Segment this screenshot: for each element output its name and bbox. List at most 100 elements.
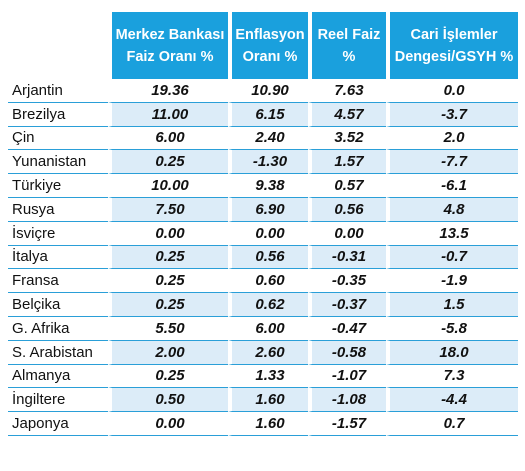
current-account-cell: -4.4	[386, 388, 518, 413]
current-account-cell: 13.5	[386, 221, 518, 246]
real-interest-cell: -0.35	[308, 269, 386, 294]
table-row: G. Afrika 5.50 6.00 -0.47 -5.8	[8, 316, 518, 341]
table-row: İngiltere 0.50 1.60 -1.08 -4.4	[8, 388, 518, 413]
central-bank-rate-cell: 0.00	[108, 221, 228, 246]
current-account-cell: -3.7	[386, 102, 518, 127]
header-central-bank-rate: Merkez Bankası Faiz Oranı %	[108, 12, 228, 79]
real-interest-cell: -1.07	[308, 364, 386, 389]
current-account-cell: -0.7	[386, 245, 518, 270]
central-bank-rate-cell: 0.00	[108, 412, 228, 436]
current-account-cell: 4.8	[386, 197, 518, 222]
country-cell: İsviçre	[8, 222, 108, 246]
country-cell: Brezilya	[8, 103, 108, 127]
real-interest-cell: 0.00	[308, 221, 386, 246]
header-row: Merkez Bankası Faiz Oranı % Enflasyon Or…	[8, 12, 518, 79]
inflation-rate-cell: 1.60	[228, 388, 308, 413]
real-interest-cell: -1.08	[308, 388, 386, 413]
inflation-rate-cell: 6.90	[228, 197, 308, 222]
table-row: İsviçre 0.00 0.00 0.00 13.5	[8, 221, 518, 246]
real-interest-cell: -0.58	[308, 340, 386, 365]
table-row: Arjantin 19.36 10.90 7.63 0.0	[8, 79, 518, 103]
table-row: Yunanistan 0.25 -1.30 1.57 -7.7	[8, 150, 518, 175]
inflation-rate-cell: -1.30	[228, 150, 308, 175]
current-account-cell: -7.7	[386, 150, 518, 175]
table-row: Fransa 0.25 0.60 -0.35 -1.9	[8, 269, 518, 294]
current-account-cell: 0.0	[386, 79, 518, 103]
country-cell: İngiltere	[8, 388, 108, 413]
central-bank-rate-cell: 0.25	[108, 245, 228, 270]
central-bank-rate-cell: 0.25	[108, 364, 228, 389]
inflation-rate-cell: 6.15	[228, 102, 308, 127]
central-bank-rate-cell: 5.50	[108, 316, 228, 341]
table-row: Çin 6.00 2.40 3.52 2.0	[8, 126, 518, 151]
inflation-rate-cell: 0.62	[228, 293, 308, 317]
real-interest-cell: 0.57	[308, 174, 386, 198]
current-account-cell: 7.3	[386, 364, 518, 389]
country-cell: S. Arabistan	[8, 341, 108, 365]
current-account-cell: 1.5	[386, 293, 518, 317]
real-interest-cell: -0.31	[308, 245, 386, 270]
inflation-rate-cell: 0.60	[228, 269, 308, 294]
country-cell: G. Afrika	[8, 317, 108, 341]
inflation-rate-cell: 2.40	[228, 126, 308, 151]
real-interest-cell: 3.52	[308, 126, 386, 151]
current-account-cell: -5.8	[386, 316, 518, 341]
real-interest-cell: -1.57	[308, 412, 386, 436]
header-real-interest: Reel Faiz %	[308, 12, 386, 79]
header-inflation-rate: Enflasyon Oranı %	[228, 12, 308, 79]
central-bank-rate-cell: 0.25	[108, 150, 228, 175]
central-bank-rate-cell: 11.00	[108, 102, 228, 127]
country-cell: Almanya	[8, 365, 108, 389]
header-current-account: Cari İşlemler Dengesi/GSYH %	[386, 12, 518, 79]
current-account-cell: 0.7	[386, 412, 518, 436]
country-cell: Belçika	[8, 293, 108, 317]
inflation-rate-cell: 0.56	[228, 245, 308, 270]
table-row: Almanya 0.25 1.33 -1.07 7.3	[8, 364, 518, 389]
country-cell: Yunanistan	[8, 150, 108, 175]
table-row: Belçika 0.25 0.62 -0.37 1.5	[8, 293, 518, 317]
table-body: Arjantin 19.36 10.90 7.63 0.0 Brezilya 11.00 6.…	[8, 79, 518, 436]
table-row: İtalya 0.25 0.56 -0.31 -0.7	[8, 245, 518, 270]
inflation-rate-cell: 1.60	[228, 412, 308, 436]
central-bank-rate-cell: 0.50	[108, 388, 228, 413]
central-bank-rate-cell: 0.25	[108, 293, 228, 317]
current-account-cell: 18.0	[386, 340, 518, 365]
central-bank-rate-cell: 7.50	[108, 197, 228, 222]
inflation-rate-cell: 2.60	[228, 340, 308, 365]
real-interest-cell: 1.57	[308, 150, 386, 175]
table-row: Japonya 0.00 1.60 -1.57 0.7	[8, 412, 518, 436]
country-cell: Türkiye	[8, 174, 108, 198]
data-table-container: Merkez Bankası Faiz Oranı % Enflasyon Or…	[8, 12, 518, 436]
country-cell: Çin	[8, 127, 108, 151]
inflation-rate-cell: 0.00	[228, 221, 308, 246]
current-account-cell: -1.9	[386, 269, 518, 294]
interest-rate-table: Merkez Bankası Faiz Oranı % Enflasyon Or…	[8, 12, 518, 436]
real-interest-cell: -0.47	[308, 316, 386, 341]
inflation-rate-cell: 9.38	[228, 174, 308, 198]
inflation-rate-cell: 6.00	[228, 316, 308, 341]
header-corner	[8, 12, 108, 79]
country-cell: Rusya	[8, 198, 108, 222]
country-cell: Japonya	[8, 412, 108, 436]
central-bank-rate-cell: 6.00	[108, 126, 228, 151]
real-interest-cell: 0.56	[308, 197, 386, 222]
real-interest-cell: 7.63	[308, 79, 386, 103]
table-header: Merkez Bankası Faiz Oranı % Enflasyon Or…	[8, 12, 518, 79]
current-account-cell: -6.1	[386, 174, 518, 198]
inflation-rate-cell: 1.33	[228, 364, 308, 389]
table-row: S. Arabistan 2.00 2.60 -0.58 18.0	[8, 340, 518, 365]
central-bank-rate-cell: 19.36	[108, 79, 228, 103]
inflation-rate-cell: 10.90	[228, 79, 308, 103]
real-interest-cell: -0.37	[308, 293, 386, 317]
current-account-cell: 2.0	[386, 126, 518, 151]
central-bank-rate-cell: 2.00	[108, 340, 228, 365]
table-row: Türkiye 10.00 9.38 0.57 -6.1	[8, 174, 518, 198]
country-cell: Arjantin	[8, 79, 108, 103]
central-bank-rate-cell: 0.25	[108, 269, 228, 294]
table-row: Rusya 7.50 6.90 0.56 4.8	[8, 197, 518, 222]
table-row: Brezilya 11.00 6.15 4.57 -3.7	[8, 102, 518, 127]
central-bank-rate-cell: 10.00	[108, 174, 228, 198]
real-interest-cell: 4.57	[308, 102, 386, 127]
country-cell: Fransa	[8, 269, 108, 294]
country-cell: İtalya	[8, 246, 108, 270]
